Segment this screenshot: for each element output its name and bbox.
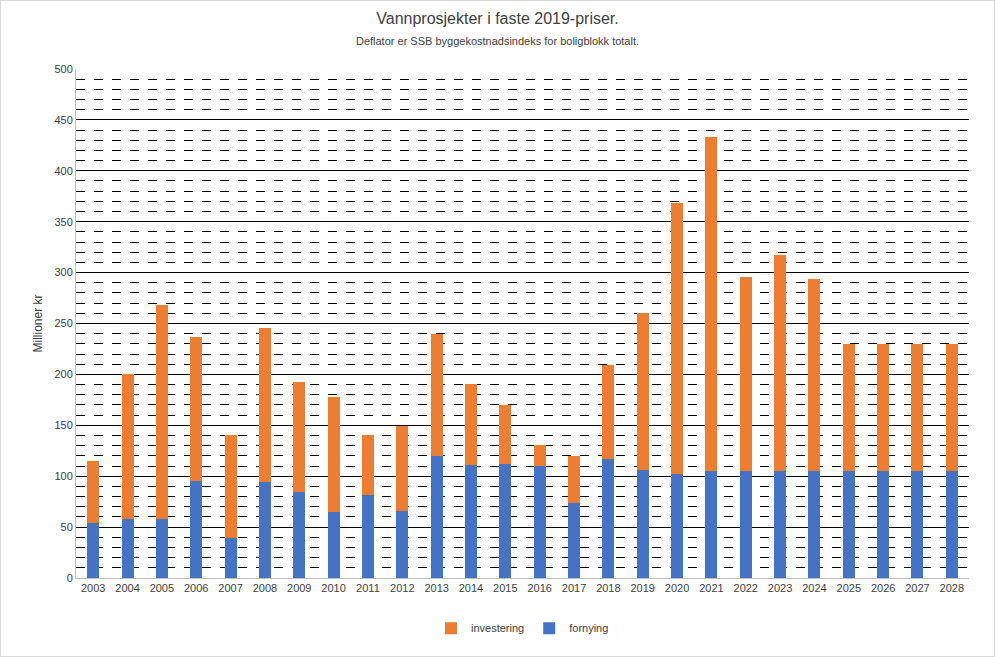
svg-text:2016: 2016: [527, 582, 551, 594]
svg-text:2008: 2008: [253, 582, 277, 594]
svg-text:2018: 2018: [596, 582, 620, 594]
svg-text:2020: 2020: [665, 582, 689, 594]
svg-text:2022: 2022: [734, 582, 758, 594]
svg-text:2025: 2025: [837, 582, 861, 594]
svg-text:0: 0: [67, 572, 73, 584]
svg-text:fornying: fornying: [569, 622, 608, 634]
svg-text:Millioner kr: Millioner kr: [31, 294, 45, 352]
svg-text:2023: 2023: [768, 582, 792, 594]
svg-text:2024: 2024: [802, 582, 826, 594]
svg-text:2027: 2027: [905, 582, 929, 594]
svg-text:200: 200: [54, 368, 72, 380]
svg-text:2010: 2010: [321, 582, 345, 594]
svg-text:500: 500: [54, 63, 72, 75]
svg-text:2012: 2012: [390, 582, 414, 594]
svg-text:450: 450: [54, 114, 72, 126]
svg-text:2006: 2006: [184, 582, 208, 594]
svg-text:2004: 2004: [115, 582, 139, 594]
svg-text:2009: 2009: [287, 582, 311, 594]
svg-text:2007: 2007: [218, 582, 242, 594]
svg-text:2014: 2014: [459, 582, 483, 594]
svg-text:2028: 2028: [940, 582, 964, 594]
svg-text:2019: 2019: [630, 582, 654, 594]
svg-text:350: 350: [54, 216, 72, 228]
svg-text:2021: 2021: [699, 582, 723, 594]
svg-text:Vannprosjekter i faste 2019-pr: Vannprosjekter i faste 2019-priser.Defla…: [356, 10, 639, 47]
svg-text:100: 100: [54, 470, 72, 482]
svg-text:2017: 2017: [562, 582, 586, 594]
svg-text:2015: 2015: [493, 582, 517, 594]
svg-text:investering: investering: [471, 622, 524, 634]
svg-text:2003: 2003: [81, 582, 105, 594]
svg-text:150: 150: [54, 419, 72, 431]
svg-text:400: 400: [54, 165, 72, 177]
svg-text:250: 250: [54, 317, 72, 329]
svg-text:50: 50: [61, 521, 73, 533]
svg-text:2013: 2013: [424, 582, 448, 594]
svg-text:2005: 2005: [150, 582, 174, 594]
svg-text:2026: 2026: [871, 582, 895, 594]
svg-text:300: 300: [54, 266, 72, 278]
svg-text:2011: 2011: [356, 582, 380, 594]
